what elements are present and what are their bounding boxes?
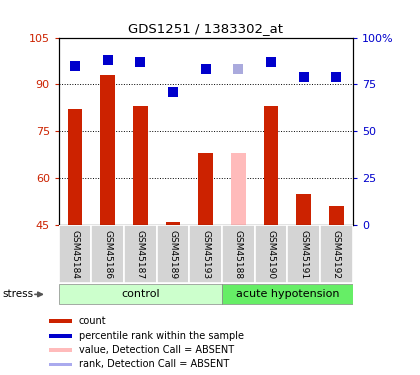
Title: GDS1251 / 1383302_at: GDS1251 / 1383302_at: [128, 22, 284, 35]
Bar: [133, 106, 148, 225]
Text: acute hypotension: acute hypotension: [236, 289, 339, 299]
Bar: [166, 222, 181, 225]
Bar: [59, 225, 92, 283]
Bar: [297, 194, 311, 225]
Bar: [100, 75, 115, 225]
Text: GSM45188: GSM45188: [234, 230, 243, 279]
Bar: [50, 334, 71, 338]
Point: [202, 66, 209, 72]
Bar: [199, 153, 213, 225]
Bar: [329, 206, 344, 225]
Point: [300, 74, 307, 80]
Text: GSM45193: GSM45193: [201, 230, 210, 279]
Text: GSM45192: GSM45192: [332, 230, 341, 279]
Bar: [231, 153, 246, 225]
Bar: [50, 348, 71, 352]
Point: [170, 89, 176, 95]
Point: [72, 63, 79, 69]
Point: [235, 66, 242, 72]
Bar: [189, 225, 222, 283]
Bar: [50, 363, 71, 366]
Point: [268, 59, 275, 65]
Bar: [50, 319, 71, 323]
Text: stress: stress: [2, 289, 33, 299]
Bar: [264, 106, 278, 225]
Text: GSM45184: GSM45184: [71, 230, 80, 279]
Text: GSM45191: GSM45191: [299, 230, 308, 279]
Bar: [287, 225, 320, 283]
Bar: [157, 225, 189, 283]
Text: count: count: [79, 316, 107, 326]
Bar: [92, 225, 124, 283]
Bar: [255, 225, 287, 283]
Text: value, Detection Call = ABSENT: value, Detection Call = ABSENT: [79, 345, 234, 355]
Text: percentile rank within the sample: percentile rank within the sample: [79, 331, 244, 340]
Text: control: control: [121, 289, 160, 299]
Bar: [124, 225, 157, 283]
Point: [333, 74, 340, 80]
Bar: [59, 284, 222, 304]
Text: GSM45187: GSM45187: [136, 230, 145, 279]
Bar: [320, 225, 353, 283]
Bar: [68, 110, 82, 225]
Bar: [222, 225, 255, 283]
Point: [137, 59, 144, 65]
Point: [105, 57, 111, 63]
Text: GSM45189: GSM45189: [169, 230, 178, 279]
Bar: [222, 284, 353, 304]
Text: rank, Detection Call = ABSENT: rank, Detection Call = ABSENT: [79, 360, 229, 369]
Text: GSM45190: GSM45190: [267, 230, 276, 279]
Text: GSM45186: GSM45186: [103, 230, 112, 279]
